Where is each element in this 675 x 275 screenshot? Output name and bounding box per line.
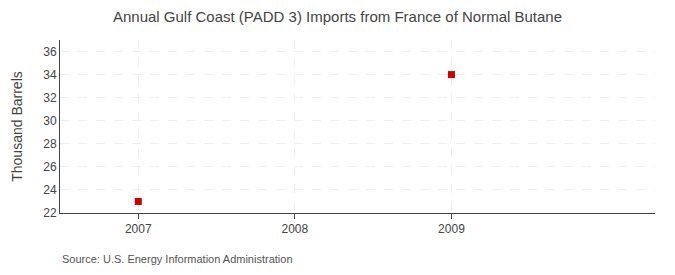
- svg-text:28: 28: [43, 137, 57, 151]
- svg-text:36: 36: [43, 45, 57, 59]
- svg-text:26: 26: [43, 160, 57, 174]
- svg-text:Annual Gulf Coast (PADD 3) Imp: Annual Gulf Coast (PADD 3) Imports from …: [113, 8, 562, 25]
- svg-text:Source: U.S. Energy Informatio: Source: U.S. Energy Information Administ…: [62, 253, 293, 265]
- svg-text:2007: 2007: [125, 222, 152, 236]
- svg-text:Thousand Barrels: Thousand Barrels: [9, 71, 25, 182]
- svg-text:30: 30: [43, 114, 57, 128]
- svg-text:2008: 2008: [282, 222, 309, 236]
- svg-text:34: 34: [43, 68, 57, 82]
- svg-text:2009: 2009: [438, 222, 465, 236]
- svg-text:24: 24: [43, 183, 57, 197]
- svg-text:22: 22: [43, 206, 57, 220]
- svg-text:32: 32: [43, 91, 57, 105]
